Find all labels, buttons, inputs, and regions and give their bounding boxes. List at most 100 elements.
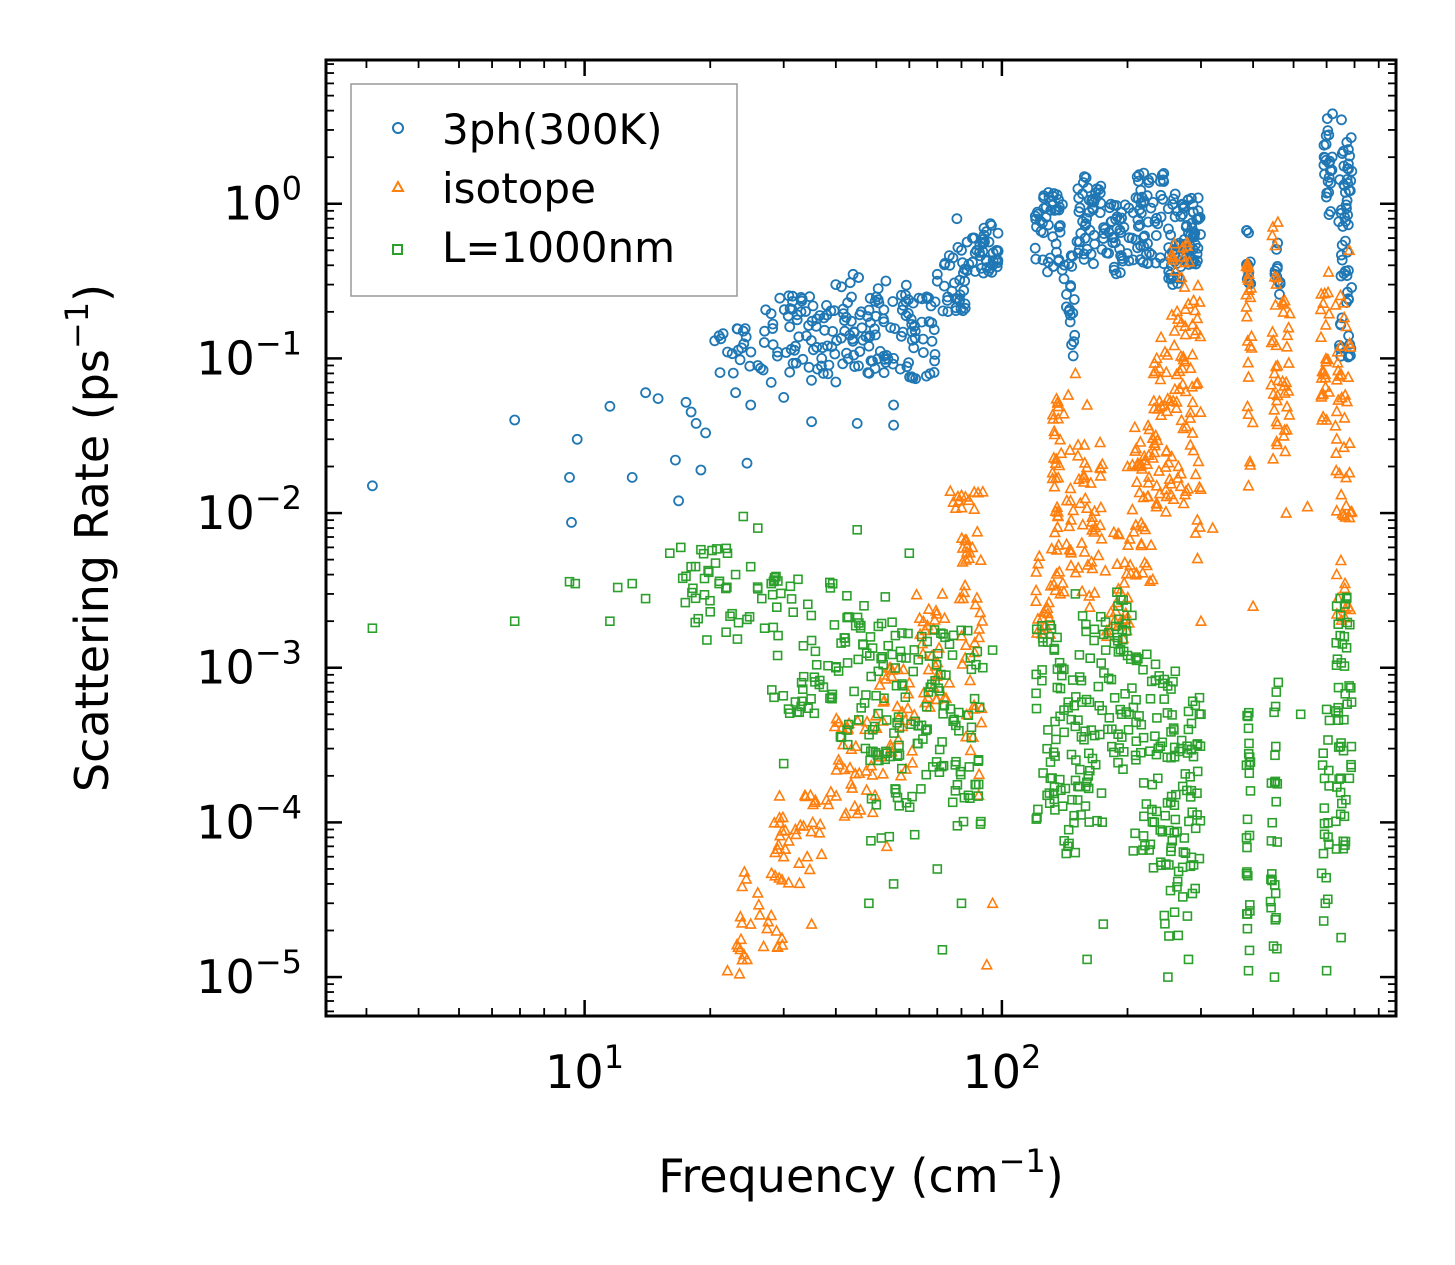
data-point [1085, 555, 1098, 567]
data-point [1143, 574, 1157, 587]
data-point [1168, 676, 1178, 687]
data-point [736, 879, 749, 892]
data-point [730, 387, 741, 399]
data-point [1334, 288, 1347, 301]
data-point [782, 876, 795, 888]
data-point [1191, 311, 1204, 324]
data-point [1127, 683, 1137, 693]
data-point [1267, 817, 1277, 828]
data-point [959, 651, 972, 663]
data-point [804, 788, 817, 801]
data-point [1064, 303, 1075, 315]
data-point [1338, 145, 1349, 157]
data-point [830, 376, 842, 388]
data-point [1315, 413, 1329, 425]
data-point [986, 896, 999, 909]
data-point [1194, 614, 1208, 627]
data-point [931, 275, 943, 287]
data-point [1186, 426, 1199, 438]
data-point [1152, 464, 1166, 476]
data-point [987, 645, 998, 655]
data-point [1242, 710, 1252, 721]
data-point [1341, 270, 1353, 282]
data-point [1044, 579, 1057, 591]
data-point [960, 539, 974, 552]
data-point [1090, 759, 1101, 770]
data-point [1061, 848, 1071, 859]
data-point [909, 645, 920, 655]
data-point [822, 340, 833, 352]
data-point [1268, 366, 1281, 379]
data-point [887, 649, 897, 660]
data-point [1165, 308, 1178, 320]
data-point [1244, 738, 1254, 749]
data-point [1317, 296, 1330, 309]
data-point [1077, 611, 1088, 621]
data-point [1322, 265, 1335, 277]
data-point [1118, 221, 1130, 233]
data-point [949, 501, 962, 514]
data-point [1167, 394, 1180, 406]
data-point [1110, 213, 1121, 225]
data-point [1245, 329, 1258, 342]
data-point [1108, 261, 1120, 273]
data-point [1175, 413, 1188, 426]
data-point [768, 622, 779, 633]
data-point [1067, 675, 1078, 685]
data-point [1070, 847, 1081, 858]
data-point [744, 360, 756, 372]
major-ticks [326, 60, 1396, 1016]
data-point [872, 283, 884, 295]
data-point [802, 599, 813, 610]
data-point [806, 635, 817, 646]
data-point [922, 662, 935, 675]
data-point [1052, 412, 1065, 424]
data-point [1136, 566, 1149, 578]
data-point [963, 546, 977, 558]
data-point [1338, 745, 1349, 756]
data-point [827, 693, 837, 704]
data-point [1277, 429, 1290, 441]
data-point [778, 758, 789, 769]
data-point [1192, 766, 1203, 777]
data-point [1123, 255, 1135, 267]
data-point [1190, 883, 1200, 894]
data-point [887, 296, 899, 307]
data-point [768, 869, 782, 881]
data-point [843, 761, 857, 773]
data-point [1340, 186, 1351, 198]
data-point [721, 543, 732, 554]
data-point [1270, 434, 1283, 447]
data-point [1175, 270, 1188, 283]
data-point [1130, 828, 1140, 839]
data-point [771, 940, 784, 953]
data-point [1064, 513, 1078, 525]
data-point [798, 640, 809, 651]
data-point [1071, 692, 1081, 702]
data-point [1108, 613, 1121, 626]
data-point [1193, 480, 1206, 493]
data-point [1266, 452, 1280, 464]
data-point [1128, 846, 1139, 856]
data-point [1162, 456, 1175, 468]
data-point [1194, 211, 1206, 223]
data-point [815, 847, 828, 860]
data-point [1092, 815, 1102, 826]
data-point [1133, 485, 1146, 498]
data-point [1186, 348, 1199, 360]
data-point [741, 457, 753, 469]
data-point [1333, 707, 1344, 718]
data-point [1072, 247, 1084, 259]
data-point [1340, 499, 1353, 511]
data-point [1325, 206, 1337, 217]
data-point [1051, 520, 1064, 533]
data-point [1277, 305, 1290, 317]
data-point [1150, 230, 1162, 241]
data-point [992, 257, 1004, 269]
data-point [1185, 380, 1199, 392]
data-point [941, 294, 953, 306]
data-point [825, 583, 836, 593]
data-point [853, 654, 864, 665]
data-point [1266, 902, 1276, 913]
data-point [863, 304, 875, 316]
